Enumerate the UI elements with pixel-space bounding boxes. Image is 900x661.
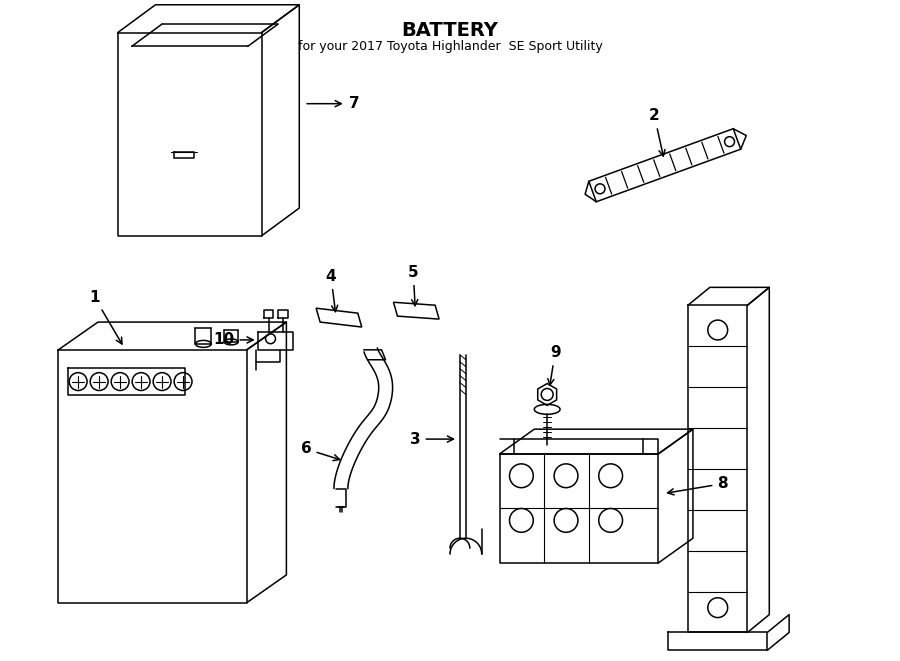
Text: 10: 10 <box>213 332 253 348</box>
Text: 8: 8 <box>668 476 728 495</box>
Text: 6: 6 <box>301 442 339 461</box>
Text: for your 2017 Toyota Highlander  SE Sport Utility: for your 2017 Toyota Highlander SE Sport… <box>298 40 602 54</box>
Text: 3: 3 <box>410 432 454 447</box>
Text: 7: 7 <box>307 96 359 111</box>
Text: 2: 2 <box>649 108 665 156</box>
Text: BATTERY: BATTERY <box>401 20 499 40</box>
Text: 9: 9 <box>548 345 561 385</box>
Text: 1: 1 <box>89 290 122 344</box>
Text: 5: 5 <box>408 265 418 305</box>
Text: 4: 4 <box>326 269 338 312</box>
